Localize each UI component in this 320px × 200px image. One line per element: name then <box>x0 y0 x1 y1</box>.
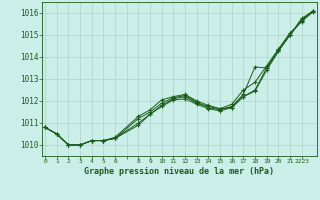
X-axis label: Graphe pression niveau de la mer (hPa): Graphe pression niveau de la mer (hPa) <box>84 167 274 176</box>
